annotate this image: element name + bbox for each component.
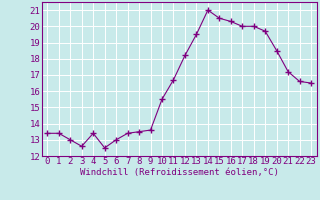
- X-axis label: Windchill (Refroidissement éolien,°C): Windchill (Refroidissement éolien,°C): [80, 168, 279, 177]
